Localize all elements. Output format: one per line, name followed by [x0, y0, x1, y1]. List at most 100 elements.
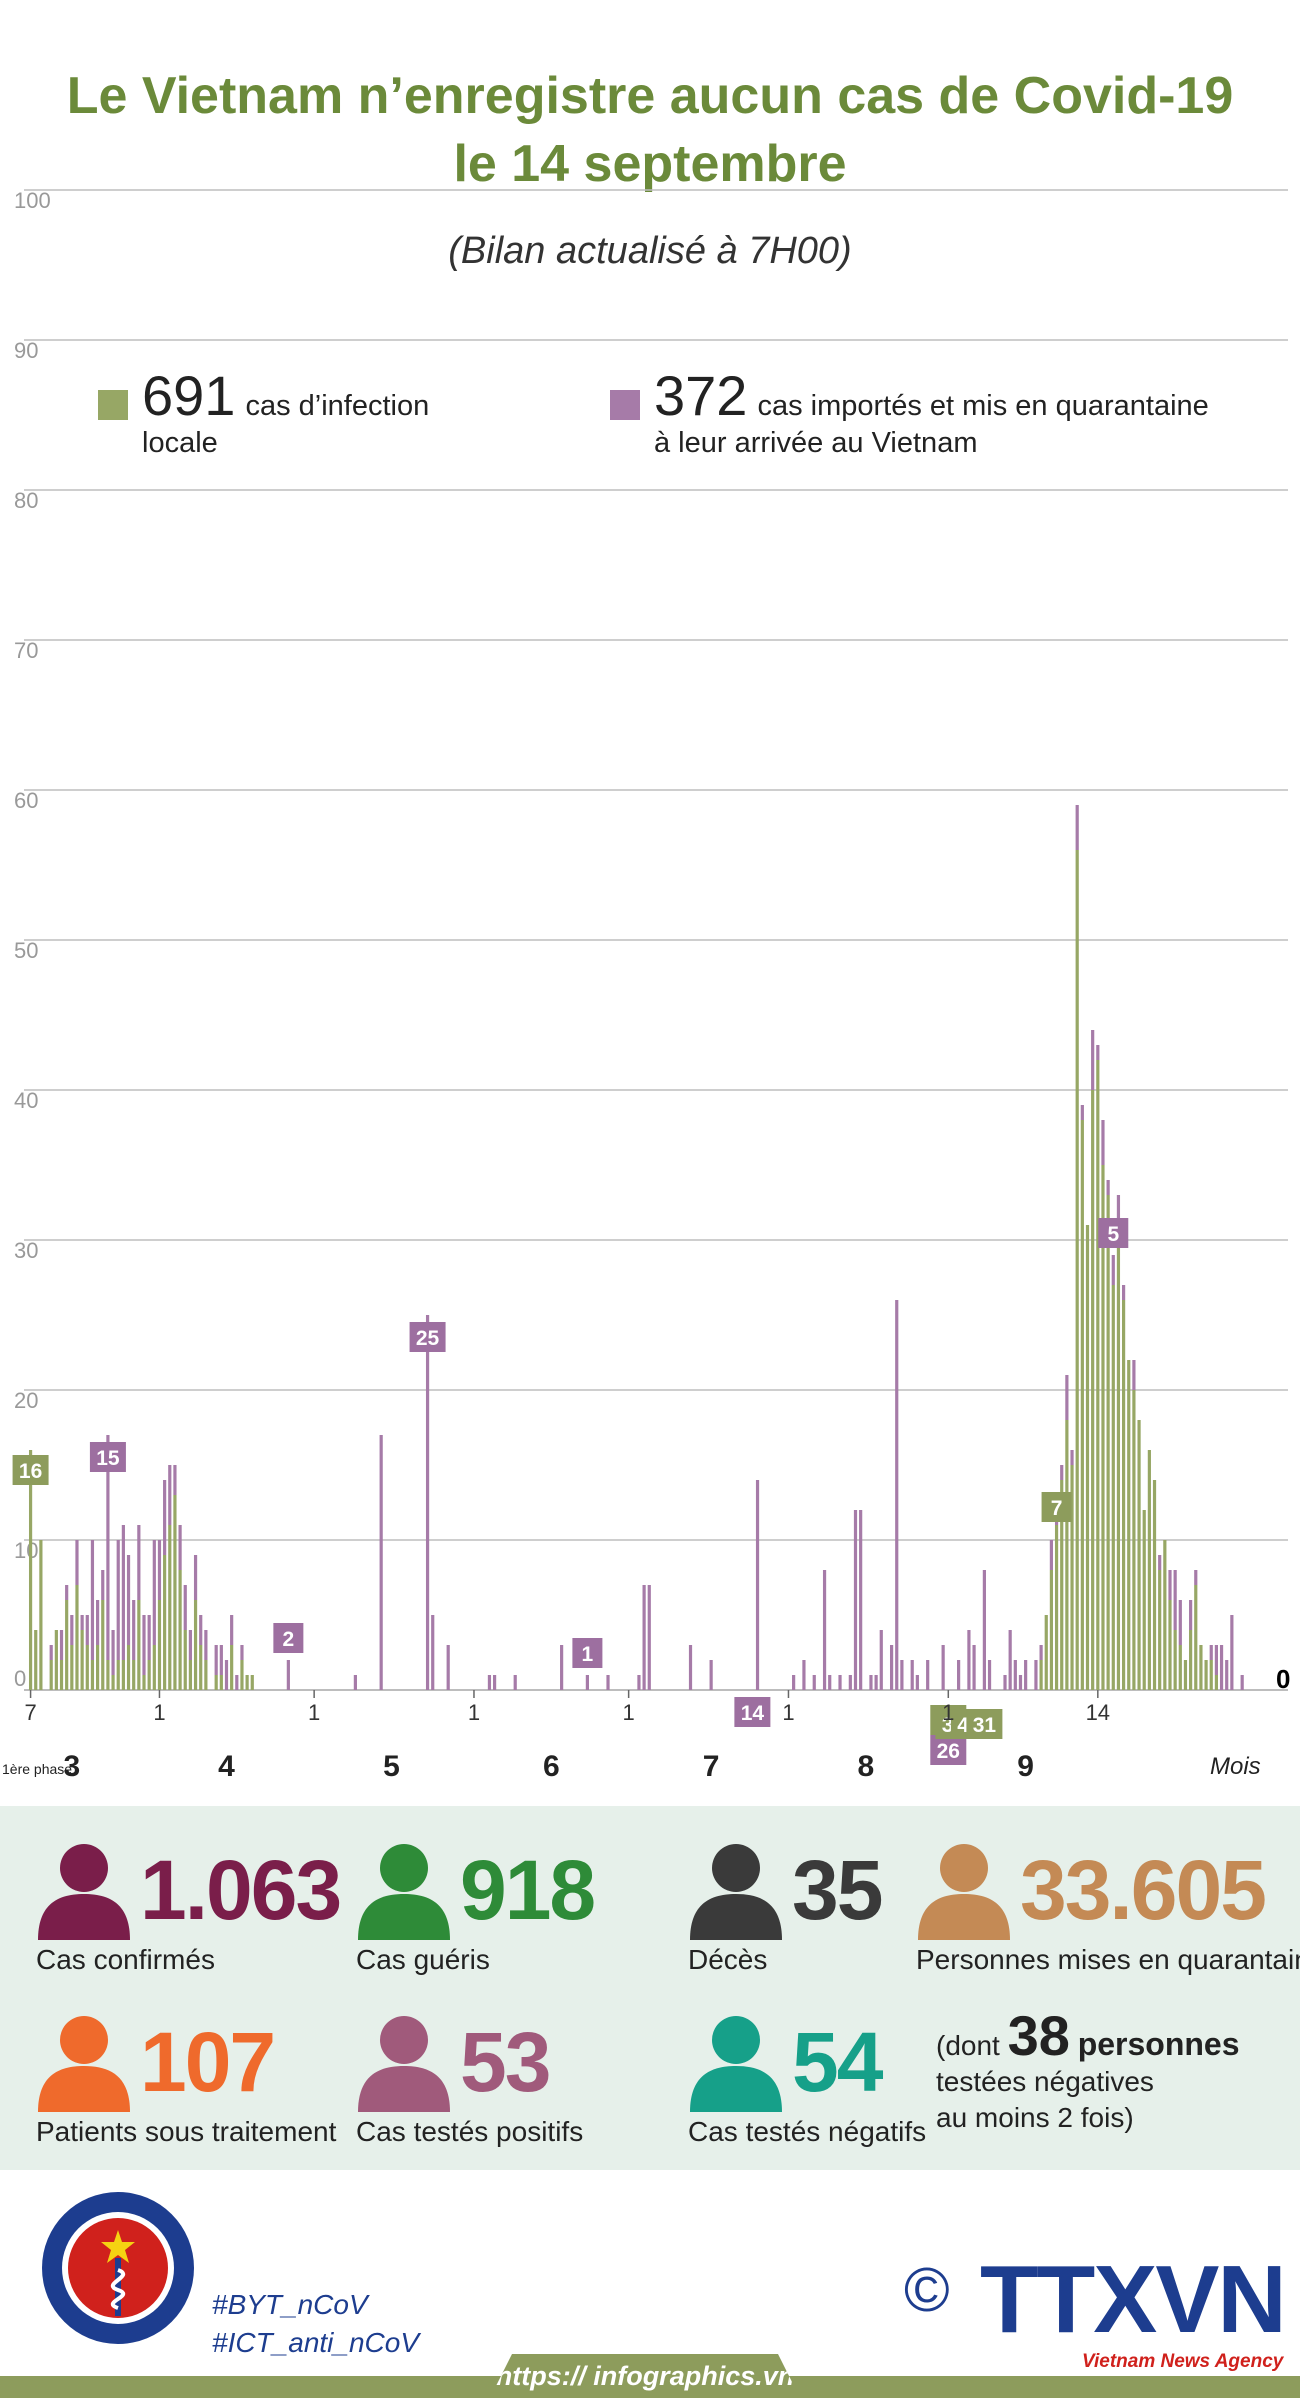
y-tick-label: 20	[14, 1388, 38, 1413]
bar-local	[1168, 1600, 1172, 1690]
bar-imported	[869, 1675, 873, 1690]
bar-imported	[513, 1675, 517, 1690]
stat-value: 53	[460, 2015, 551, 2109]
bar-local	[1111, 1285, 1115, 1690]
bar-imported	[85, 1615, 89, 1645]
bar-local	[1039, 1660, 1043, 1690]
bar-local	[230, 1645, 234, 1690]
stat-value: 54	[792, 2015, 883, 2109]
bar-local	[1116, 1225, 1121, 1690]
bar-local	[126, 1645, 131, 1690]
hashtag-byt[interactable]: #BYT_nCoV	[212, 2289, 368, 2320]
page-title: Le Vietnam n’enregistre aucun cas de Cov…	[0, 62, 1300, 198]
note-line2: testées négatives	[936, 2066, 1154, 2097]
bar-imported	[1158, 1555, 1162, 1570]
last-value-label: 0	[1276, 1664, 1290, 1694]
bar-local	[121, 1660, 125, 1690]
bar-local	[75, 1585, 79, 1690]
bar-local	[1091, 1090, 1095, 1690]
data-label: 1	[582, 1643, 594, 1666]
bar-imported	[755, 1480, 760, 1690]
x-day-label: 1	[153, 1700, 165, 1725]
bar-imported	[1121, 1285, 1126, 1300]
data-label-box	[930, 1735, 967, 1765]
x-day-label: 1	[942, 1700, 954, 1725]
bar-local	[28, 1450, 33, 1690]
data-label-box	[273, 1623, 304, 1653]
bar-imported	[688, 1645, 693, 1690]
x-day-label: 7	[24, 1700, 36, 1725]
legend-local-swatch	[98, 390, 128, 420]
y-tick-label: 90	[14, 338, 38, 363]
bar-local	[178, 1570, 182, 1690]
bar-imported	[126, 1555, 131, 1645]
bar-imported	[967, 1630, 971, 1690]
bar-imported	[889, 1645, 894, 1690]
bar-imported	[188, 1630, 193, 1660]
bar-imported	[1039, 1645, 1043, 1660]
bar-local	[96, 1645, 100, 1690]
bar-imported	[972, 1645, 976, 1690]
bar-imported	[1008, 1630, 1012, 1690]
bar-local	[106, 1660, 110, 1690]
data-label: 26	[937, 1740, 960, 1763]
bar-imported	[1034, 1660, 1038, 1690]
hashtag-ict[interactable]: #ICT_anti_nCoV	[212, 2327, 420, 2358]
bar-local	[90, 1660, 95, 1690]
daily-cases-chart: 0102030405060708090100161522511456263842…	[2, 188, 1290, 1783]
bar-local	[1199, 1645, 1203, 1690]
bar-local	[1173, 1630, 1177, 1690]
bar-imported	[90, 1540, 95, 1660]
stat-label: Décès	[688, 1944, 768, 1975]
x-month-label: 4	[218, 1750, 235, 1783]
y-tick-label: 0	[14, 1666, 26, 1691]
bar-imported	[1091, 1030, 1095, 1090]
bar-imported	[219, 1645, 223, 1675]
bar-imported	[224, 1660, 229, 1690]
bar-local	[250, 1675, 254, 1690]
bar-imported	[1178, 1600, 1182, 1645]
x-day-label: 1	[782, 1700, 794, 1725]
bar-imported	[106, 1435, 110, 1660]
stat-label: Cas testés négatifs	[688, 2116, 927, 2147]
bar-local	[54, 1630, 58, 1690]
bar-local	[1070, 1465, 1074, 1690]
stat-label: Cas testés positifs	[356, 2116, 584, 2147]
bar-local	[101, 1600, 105, 1690]
bar-local	[1049, 1570, 1054, 1690]
bar-imported	[147, 1615, 151, 1660]
bar-imported	[987, 1660, 992, 1690]
bar-imported	[1075, 805, 1079, 850]
bar-local	[1085, 1225, 1090, 1690]
bar-imported	[286, 1660, 290, 1690]
bar-local	[65, 1600, 69, 1690]
bar-imported	[152, 1540, 156, 1645]
note-word: personnes	[1077, 2026, 1240, 2062]
chart-subtitle: (Bilan actualisé à 7H00)	[448, 230, 852, 272]
bar-local	[49, 1660, 53, 1690]
bar-local	[59, 1660, 64, 1690]
stat-label: Personnes mises en quarantaine	[916, 1944, 1300, 1975]
bar-imported	[1024, 1660, 1028, 1690]
y-tick-label: 30	[14, 1238, 38, 1263]
bar-local	[157, 1600, 162, 1690]
data-label: 2	[283, 1628, 295, 1651]
y-tick-label: 10	[14, 1538, 38, 1563]
stat-value: 33.605	[1020, 1843, 1267, 1937]
bar-imported	[1013, 1660, 1017, 1690]
site-url-link[interactable]: https:// infographics.vn	[490, 2354, 800, 2398]
bar-imported	[828, 1675, 832, 1690]
y-tick-label: 80	[14, 488, 38, 513]
bar-local	[1127, 1360, 1131, 1690]
negative-tests-note: (dont 38 personnes testées négatives au …	[936, 2008, 1240, 2136]
bar-local	[219, 1675, 223, 1690]
bar-local	[1158, 1570, 1162, 1690]
bar-local	[1214, 1675, 1218, 1690]
x-month-label: 8	[857, 1750, 874, 1783]
bar-imported	[1111, 1255, 1115, 1285]
bar-imported	[1240, 1675, 1244, 1690]
bar-imported	[1132, 1360, 1136, 1390]
bar-local	[1101, 1165, 1105, 1690]
bar-local	[1152, 1480, 1157, 1690]
bar-imported	[235, 1675, 239, 1690]
